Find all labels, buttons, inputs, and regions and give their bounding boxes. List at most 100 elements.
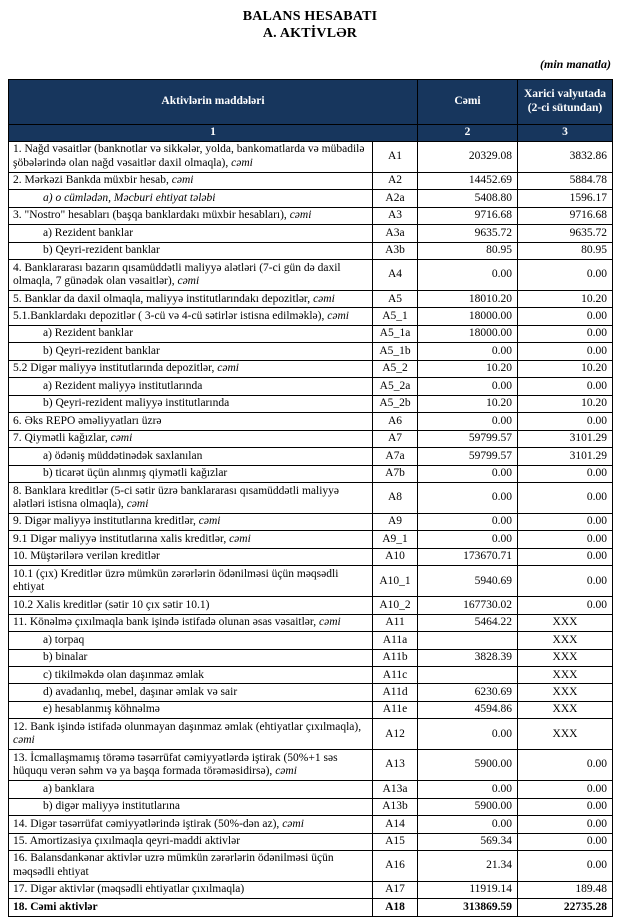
item-code-cell: A11a xyxy=(371,631,419,650)
table-row: 14. Digər təsərrüfat cəmiyyətlərində işt… xyxy=(8,815,614,834)
table-row: 10.2 Xalis kreditlər (sətir 10 çıx sətir… xyxy=(8,596,614,615)
item-foreign-cell: XXX xyxy=(517,613,614,633)
table-row: b) Qeyri-rezident maliyyə institutlarınd… xyxy=(8,394,614,414)
item-total-cell: 80.95 xyxy=(417,241,519,261)
item-foreign-cell: 0.00 xyxy=(517,797,614,817)
item-code-cell: A9_1 xyxy=(371,530,419,549)
item-name-cell: 4. Banklararası bazarın qısamüddətli mal… xyxy=(8,259,373,292)
table-row: 16. Balansdankənar aktivlər uzrə mümkün … xyxy=(8,849,614,882)
item-total-cell: 0.00 xyxy=(417,718,519,751)
item-foreign-cell: 3101.29 xyxy=(517,447,614,466)
item-total-cell xyxy=(417,665,519,685)
table-row: 15. Amortizasiya çıxılmaqla qeyri-maddi … xyxy=(8,832,614,851)
item-foreign-cell: 0.00 xyxy=(517,547,614,567)
report-subtitle: A. AKTİVLƏR xyxy=(262,26,358,42)
item-code-cell: A5_2 xyxy=(371,359,419,379)
item-name-cell: a) o cümlədən, Məcburi ehtiyat tələbi xyxy=(8,189,373,208)
item-code-cell: A3 xyxy=(371,206,419,226)
table-row: 5.1.Banklardakı depozitlər ( 3-cü və 4-c… xyxy=(8,307,614,326)
item-total-cell: 4594.86 xyxy=(417,700,519,720)
item-name-cell: 5.2 Digər maliyyə institutlarında depozi… xyxy=(8,359,373,379)
item-total-cell: 18000.00 xyxy=(417,307,519,326)
item-code-cell: A15 xyxy=(371,832,419,851)
item-total-cell: 0.00 xyxy=(417,412,519,431)
item-code-cell: A13b xyxy=(371,797,419,817)
item-foreign-cell: XXX xyxy=(517,648,614,668)
item-name-cell: d) avadanlıq, mebel, daşınar əmlak və sa… xyxy=(8,683,373,702)
item-name-cell: 10.2 Xalis kreditlər (sətir 10 çıx sətir… xyxy=(8,596,373,615)
item-foreign-cell: 0.00 xyxy=(517,512,614,532)
header-row: Aktivlərin maddələri Cəmi Xarici valyuta… xyxy=(7,79,614,126)
item-total-cell: 0.00 xyxy=(417,259,519,292)
item-code-cell: A10_1 xyxy=(371,565,419,598)
item-foreign-cell: 10.20 xyxy=(517,359,614,379)
item-total-cell: 5900.00 xyxy=(417,749,519,782)
item-total-cell: 11919.14 xyxy=(417,880,519,900)
item-name-cell: 10.1 (çıx) Kreditlər üzrə mümkün zərərlə… xyxy=(8,565,373,598)
item-name-cell: 9. Digər maliyyə institutlarına kreditlə… xyxy=(8,512,373,532)
table-row: 8. Banklara kreditlər (5-ci sətir üzrə b… xyxy=(8,482,614,514)
item-foreign-cell: 1596.17 xyxy=(517,189,614,208)
item-foreign-cell: 0.00 xyxy=(517,596,614,615)
item-foreign-cell: 0.00 xyxy=(517,780,614,799)
item-name-cell: 3. "Nostro" hesabları (başqa banklardakı… xyxy=(8,206,373,226)
item-total-cell xyxy=(417,631,519,650)
item-foreign-cell: 0.00 xyxy=(517,377,614,396)
item-foreign-cell: 0.00 xyxy=(517,324,614,344)
item-foreign-cell: 0.00 xyxy=(517,832,614,851)
item-name-cell: a) torpaq xyxy=(8,631,373,650)
item-code-cell: A3a xyxy=(371,224,419,243)
item-total-cell: 0.00 xyxy=(417,377,519,396)
item-name-cell: 1. Nağd vəsaitlər (banknotlar və sikkələ… xyxy=(8,140,373,173)
item-name-cell: 9.1 Digər maliyyə institutlarına xalis k… xyxy=(8,530,373,549)
item-foreign-cell: 80.95 xyxy=(517,241,614,261)
item-name-cell: c) tikilməkdə olan daşınmaz əmlak xyxy=(8,665,373,685)
item-total-cell: 313869.59 xyxy=(417,898,519,917)
item-code-cell: A5_1b xyxy=(371,342,419,361)
assets-table-body: 1. Nağd vəsaitlər (banknotlar və sikkələ… xyxy=(8,140,614,917)
item-code-cell: A13a xyxy=(371,780,419,799)
item-foreign-cell: 0.00 xyxy=(517,482,614,514)
item-foreign-cell: 0.00 xyxy=(517,530,614,549)
table-row: 9. Digər maliyyə institutlarına kreditlə… xyxy=(8,512,614,532)
item-code-cell: A1 xyxy=(371,140,419,173)
table-row: 4. Banklararası bazarın qısamüddətli mal… xyxy=(8,259,614,292)
item-name-cell: 17. Digər aktivlər (məqsədli ehtiyatlar … xyxy=(8,880,373,900)
item-foreign-cell: 0.00 xyxy=(517,749,614,782)
item-total-cell: 0.00 xyxy=(417,482,519,514)
table-row: 10.1 (çıx) Kreditlər üzrə mümkün zərərlə… xyxy=(8,565,614,598)
item-code-cell: A13 xyxy=(371,749,419,782)
item-code-cell: A11b xyxy=(371,648,419,668)
table-row: 7. Qiymətli kağızlar, cəmi A7 59799.57 3101… xyxy=(8,429,614,449)
item-code-cell: A6 xyxy=(371,412,419,431)
table-row: 3. "Nostro" hesabları (başqa banklardakı… xyxy=(8,206,614,226)
table-row: b) digər maliyyə institutlarına A13b 5900.… xyxy=(8,797,614,817)
item-foreign-cell: 9635.72 xyxy=(517,224,614,243)
item-name-cell: b) Qeyri-rezident maliyyə institutlarınd… xyxy=(8,394,373,414)
item-name-cell: b) Qeyri-rezident banklar xyxy=(8,342,373,361)
column-number-3: 3 xyxy=(517,124,614,142)
table-row: b) ticarət üçün alınmış qiymətli kağızla… xyxy=(8,464,614,484)
item-code-cell: A5_1a xyxy=(371,324,419,344)
item-total-cell: 167730.02 xyxy=(417,596,519,615)
item-code-cell: A10 xyxy=(371,547,419,567)
report-title: BALANS HESABATI xyxy=(242,9,378,24)
table-row: 5.2 Digər maliyyə institutlarında depozi… xyxy=(8,359,614,379)
item-total-cell: 10.20 xyxy=(417,394,519,414)
item-foreign-cell: XXX xyxy=(517,665,614,685)
item-name-cell: 2. Mərkəzi Bankda müxbir hesab, cəmi xyxy=(8,171,373,191)
report-header: BALANS HESABATI A. AKTİVLƏR xyxy=(0,0,620,42)
item-foreign-cell: 0.00 xyxy=(517,815,614,834)
item-total-cell: 18010.20 xyxy=(417,290,519,309)
item-name-cell: 8. Banklara kreditlər (5-ci sətir üzrə b… xyxy=(8,482,373,514)
table-row: b) Qeyri-rezident banklar A5_1b 0.00 0.00 xyxy=(8,342,614,361)
table-row: a) torpaq A11a XXX xyxy=(8,631,614,650)
item-name-cell: a) banklara xyxy=(8,780,373,799)
item-total-cell: 5464.22 xyxy=(417,613,519,633)
item-total-cell: 59799.57 xyxy=(417,429,519,449)
table-row: 17. Digər aktivlər (məqsədli ehtiyatlar … xyxy=(8,880,614,900)
table-row: e) hesablanmış köhnəlmə A11e 4594.86 XXX xyxy=(8,700,614,720)
item-code-cell: A5_1 xyxy=(371,307,419,326)
column-number-1: 1 xyxy=(7,124,419,142)
item-code-cell: A7b xyxy=(371,464,419,484)
